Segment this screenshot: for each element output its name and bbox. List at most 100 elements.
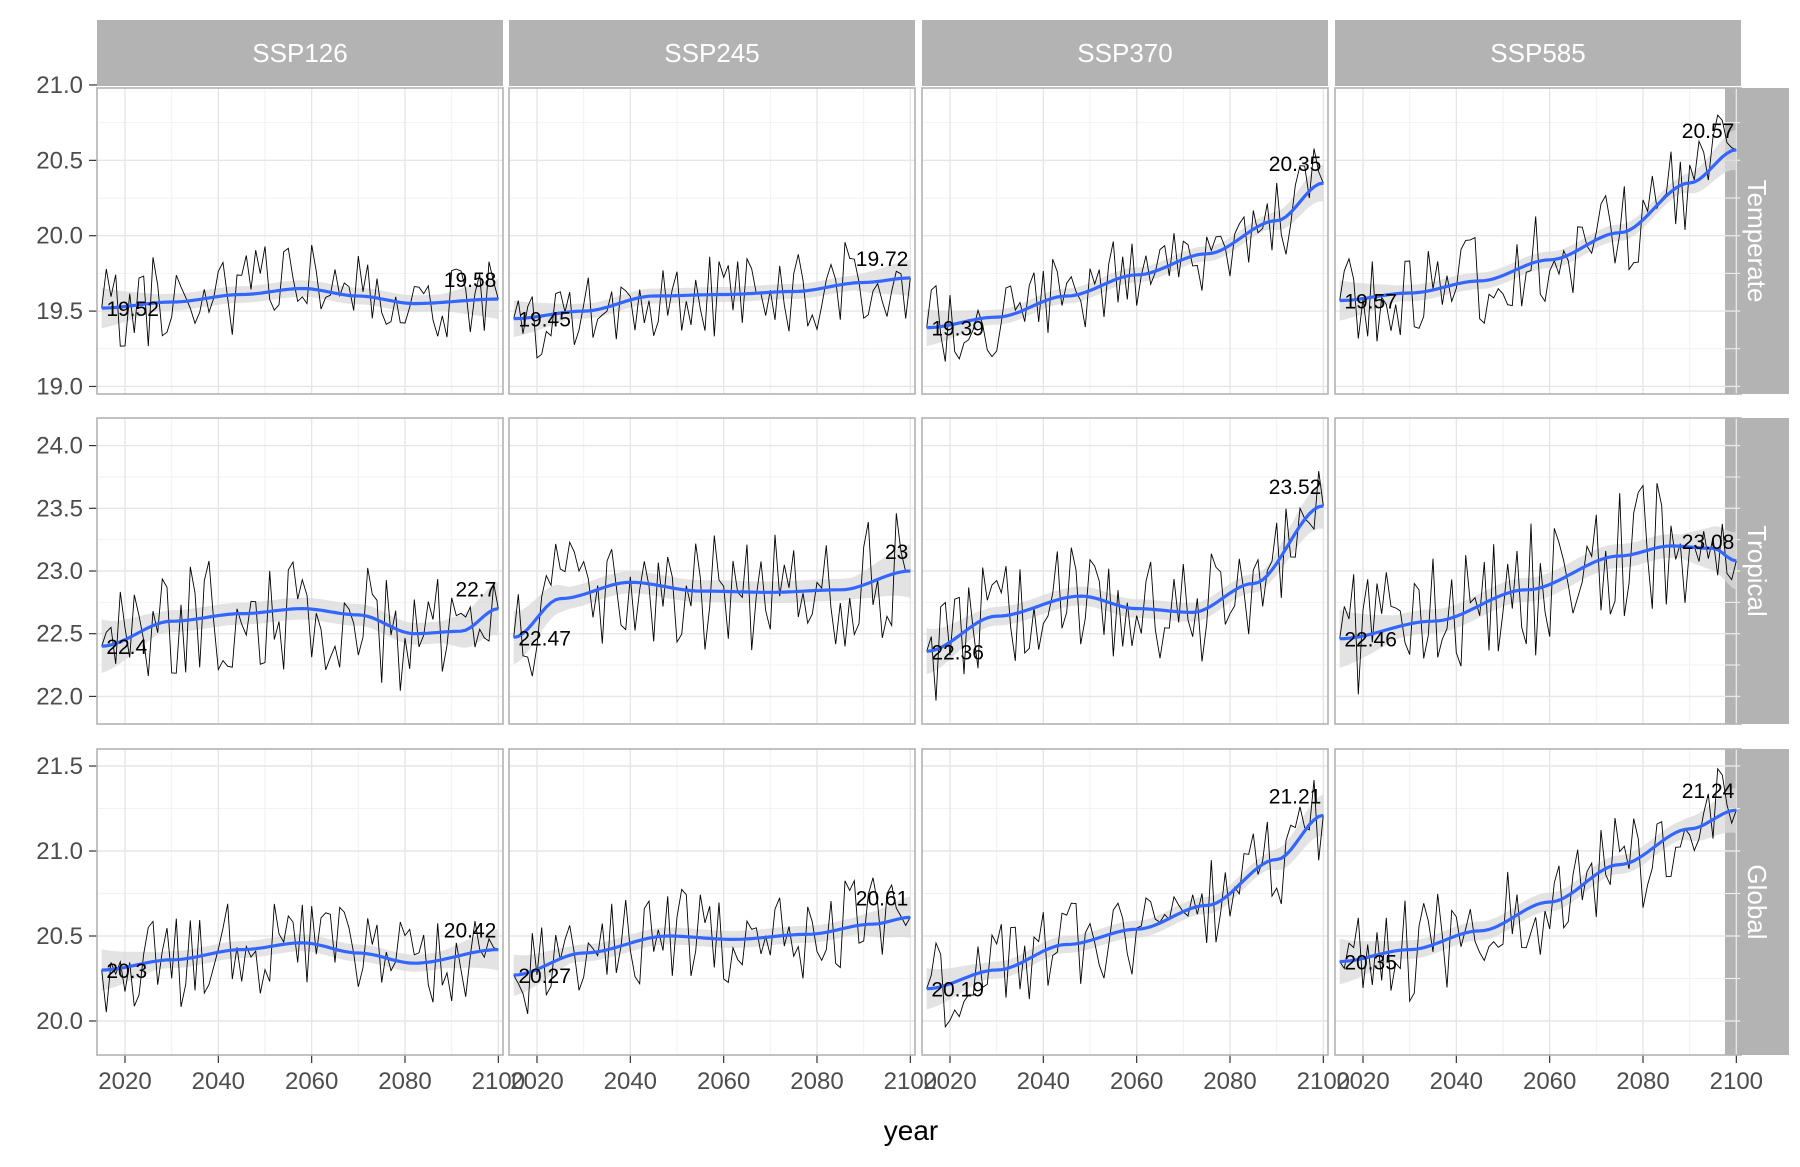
panel-global-ssp585: 20.35 21.24 xyxy=(1334,748,1742,1056)
annual-series-line xyxy=(926,148,1324,362)
confidence-band xyxy=(513,896,911,996)
annual-series-line xyxy=(926,471,1324,701)
panel-global-ssp370: 20.19 21.21 xyxy=(921,748,1329,1056)
column-strip-label: SSP585 xyxy=(1490,38,1585,68)
annual-series-line xyxy=(513,242,911,359)
panel-tropical-ssp585: 22.46 23.08 xyxy=(1334,417,1742,725)
y-tick-label: 24.0 xyxy=(36,433,83,460)
annual-series-line xyxy=(1339,767,1737,1003)
end-value-label: 19.58 xyxy=(444,269,497,292)
panel-temperate-ssp245: 19.45 19.72 xyxy=(508,87,916,395)
annual-series-line xyxy=(101,903,499,1013)
panel-frame xyxy=(1334,748,1742,1056)
smooth-trend-line xyxy=(926,181,1324,330)
y-tick-label: 20.5 xyxy=(36,923,83,950)
panel-tropical-ssp126: 22.4 22.7 xyxy=(96,417,504,725)
x-tick-label: 2060 xyxy=(697,1068,750,1095)
panel-frame xyxy=(921,417,1329,725)
x-tick-label: 2040 xyxy=(1430,1068,1483,1095)
confidence-band xyxy=(1339,129,1737,321)
panel-frame xyxy=(508,748,916,1056)
x-tick-label: 2080 xyxy=(790,1068,843,1095)
confidence-band xyxy=(1339,526,1737,668)
end-value-label: 20.61 xyxy=(856,887,909,910)
panel-tropical-ssp370: 22.36 23.52 xyxy=(921,417,1329,725)
start-value-label: 22.4 xyxy=(106,636,147,659)
y-tick-label: 23.5 xyxy=(36,495,83,522)
x-tick-label: 2100 xyxy=(884,1068,937,1095)
column-strip xyxy=(97,20,503,86)
end-value-label: 21.21 xyxy=(1269,785,1322,808)
end-value-label: 23.08 xyxy=(1682,531,1735,554)
x-tick-label: 2100 xyxy=(472,1068,525,1095)
end-value-label: 22.7 xyxy=(455,579,496,602)
panel-frame xyxy=(1334,87,1742,395)
column-strip xyxy=(1335,20,1741,86)
confidence-band xyxy=(513,544,911,665)
y-tick-label: 21.0 xyxy=(36,838,83,865)
confidence-band xyxy=(926,482,1324,675)
end-value-label: 20.57 xyxy=(1682,120,1735,143)
row-strip-label: Global xyxy=(1742,864,1772,939)
y-tick-label: 19.5 xyxy=(36,298,83,325)
panel-tropical-ssp245: 22.47 23 xyxy=(508,417,916,725)
column-strip-label: SSP126 xyxy=(252,38,347,68)
end-value-label: 23.52 xyxy=(1269,476,1322,499)
column-strip-label: SSP370 xyxy=(1077,38,1172,68)
smooth-trend-line xyxy=(1339,544,1737,641)
annual-series-line xyxy=(926,779,1324,1029)
x-tick-label: 2020 xyxy=(923,1068,976,1095)
confidence-band xyxy=(926,794,1324,1010)
smooth-trend-line xyxy=(101,941,499,972)
panel-frame xyxy=(921,87,1329,395)
panel-frame xyxy=(96,417,504,725)
column-strip xyxy=(922,20,1328,86)
end-value-label: 23 xyxy=(885,541,908,564)
annual-series-line xyxy=(513,513,911,677)
smooth-trend-line xyxy=(926,813,1324,991)
x-tick-label: 2080 xyxy=(378,1068,431,1095)
panel-temperate-ssp370: 19.39 20.35 xyxy=(921,87,1329,395)
y-tick-label: 19.0 xyxy=(36,373,83,400)
row-strip-label: Temperate xyxy=(1742,180,1772,303)
y-tick-label: 20.0 xyxy=(36,1008,83,1035)
start-value-label: 22.36 xyxy=(931,641,984,664)
smooth-trend-line xyxy=(1339,808,1737,964)
x-tick-label: 2060 xyxy=(1110,1068,1163,1095)
confidence-band xyxy=(101,278,499,329)
y-tick-label: 22.0 xyxy=(36,683,83,710)
x-tick-label: 2040 xyxy=(192,1068,245,1095)
y-tick-label: 21.0 xyxy=(36,72,83,99)
x-tick-label: 2020 xyxy=(510,1068,563,1095)
panel-global-ssp245: 20.27 20.61 xyxy=(508,748,916,1056)
start-value-label: 20.3 xyxy=(106,960,147,983)
panel-frame xyxy=(1334,417,1742,725)
x-tick-label: 2100 xyxy=(1297,1068,1350,1095)
panel-frame xyxy=(96,87,504,395)
x-tick-label: 2040 xyxy=(1017,1068,1070,1095)
column-strip xyxy=(509,20,915,86)
x-tick-label: 2080 xyxy=(1203,1068,1256,1095)
start-value-label: 20.35 xyxy=(1344,952,1397,975)
row-strip-label: Tropical xyxy=(1742,525,1772,617)
x-tick-label: 2060 xyxy=(1523,1068,1576,1095)
smooth-trend-line xyxy=(513,276,911,321)
y-tick-label: 20.0 xyxy=(36,223,83,250)
panel-frame xyxy=(508,87,916,395)
smooth-trend-line xyxy=(926,504,1324,653)
smooth-trend-line xyxy=(101,286,499,310)
annual-series-line xyxy=(1339,114,1737,342)
start-value-label: 19.45 xyxy=(518,309,571,332)
panel-frame xyxy=(921,748,1329,1056)
end-value-label: 21.24 xyxy=(1682,780,1735,803)
smooth-trend-line xyxy=(101,606,499,648)
confidence-band xyxy=(101,581,499,674)
start-value-label: 20.19 xyxy=(931,979,984,1002)
end-value-label: 20.42 xyxy=(444,920,497,943)
start-value-label: 19.39 xyxy=(931,318,984,341)
start-value-label: 20.27 xyxy=(518,965,571,988)
smooth-trend-line xyxy=(513,569,911,640)
y-tick-label: 20.5 xyxy=(36,147,83,174)
